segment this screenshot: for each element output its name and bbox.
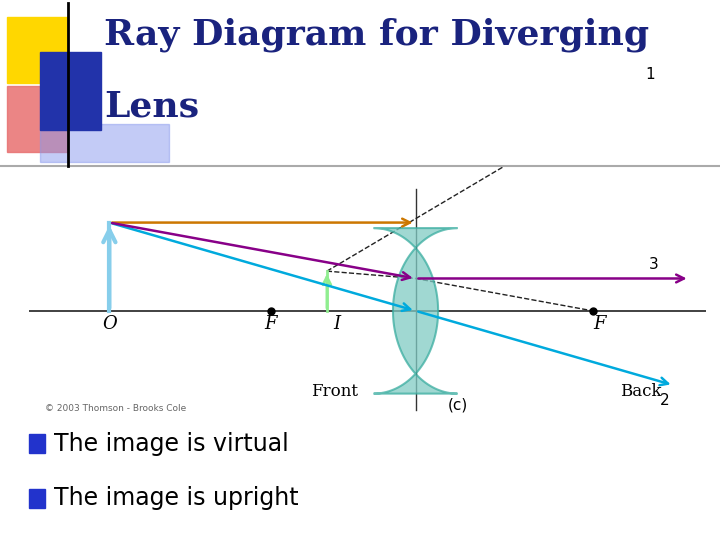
- Text: 2: 2: [660, 394, 670, 408]
- Text: Lens: Lens: [104, 90, 199, 124]
- Text: I: I: [333, 314, 340, 333]
- Text: Front: Front: [312, 383, 359, 400]
- Text: The image is virtual: The image is virtual: [54, 432, 289, 456]
- Polygon shape: [374, 228, 457, 394]
- Text: O: O: [102, 314, 117, 333]
- Text: 3: 3: [649, 257, 659, 272]
- Text: F: F: [593, 314, 606, 333]
- Text: F: F: [264, 314, 276, 333]
- Bar: [7, 86, 68, 152]
- Bar: [29, 434, 45, 453]
- Text: © 2003 Thomson - Brooks Cole: © 2003 Thomson - Brooks Cole: [45, 404, 186, 413]
- Text: (c): (c): [448, 398, 468, 413]
- Text: 1: 1: [645, 68, 654, 83]
- Bar: [40, 124, 169, 163]
- Bar: [29, 489, 45, 508]
- Bar: [40, 52, 101, 130]
- Text: Ray Diagram for Diverging: Ray Diagram for Diverging: [104, 17, 649, 52]
- Bar: [7, 17, 68, 83]
- Text: Back: Back: [621, 383, 662, 400]
- Text: The image is upright: The image is upright: [54, 487, 299, 510]
